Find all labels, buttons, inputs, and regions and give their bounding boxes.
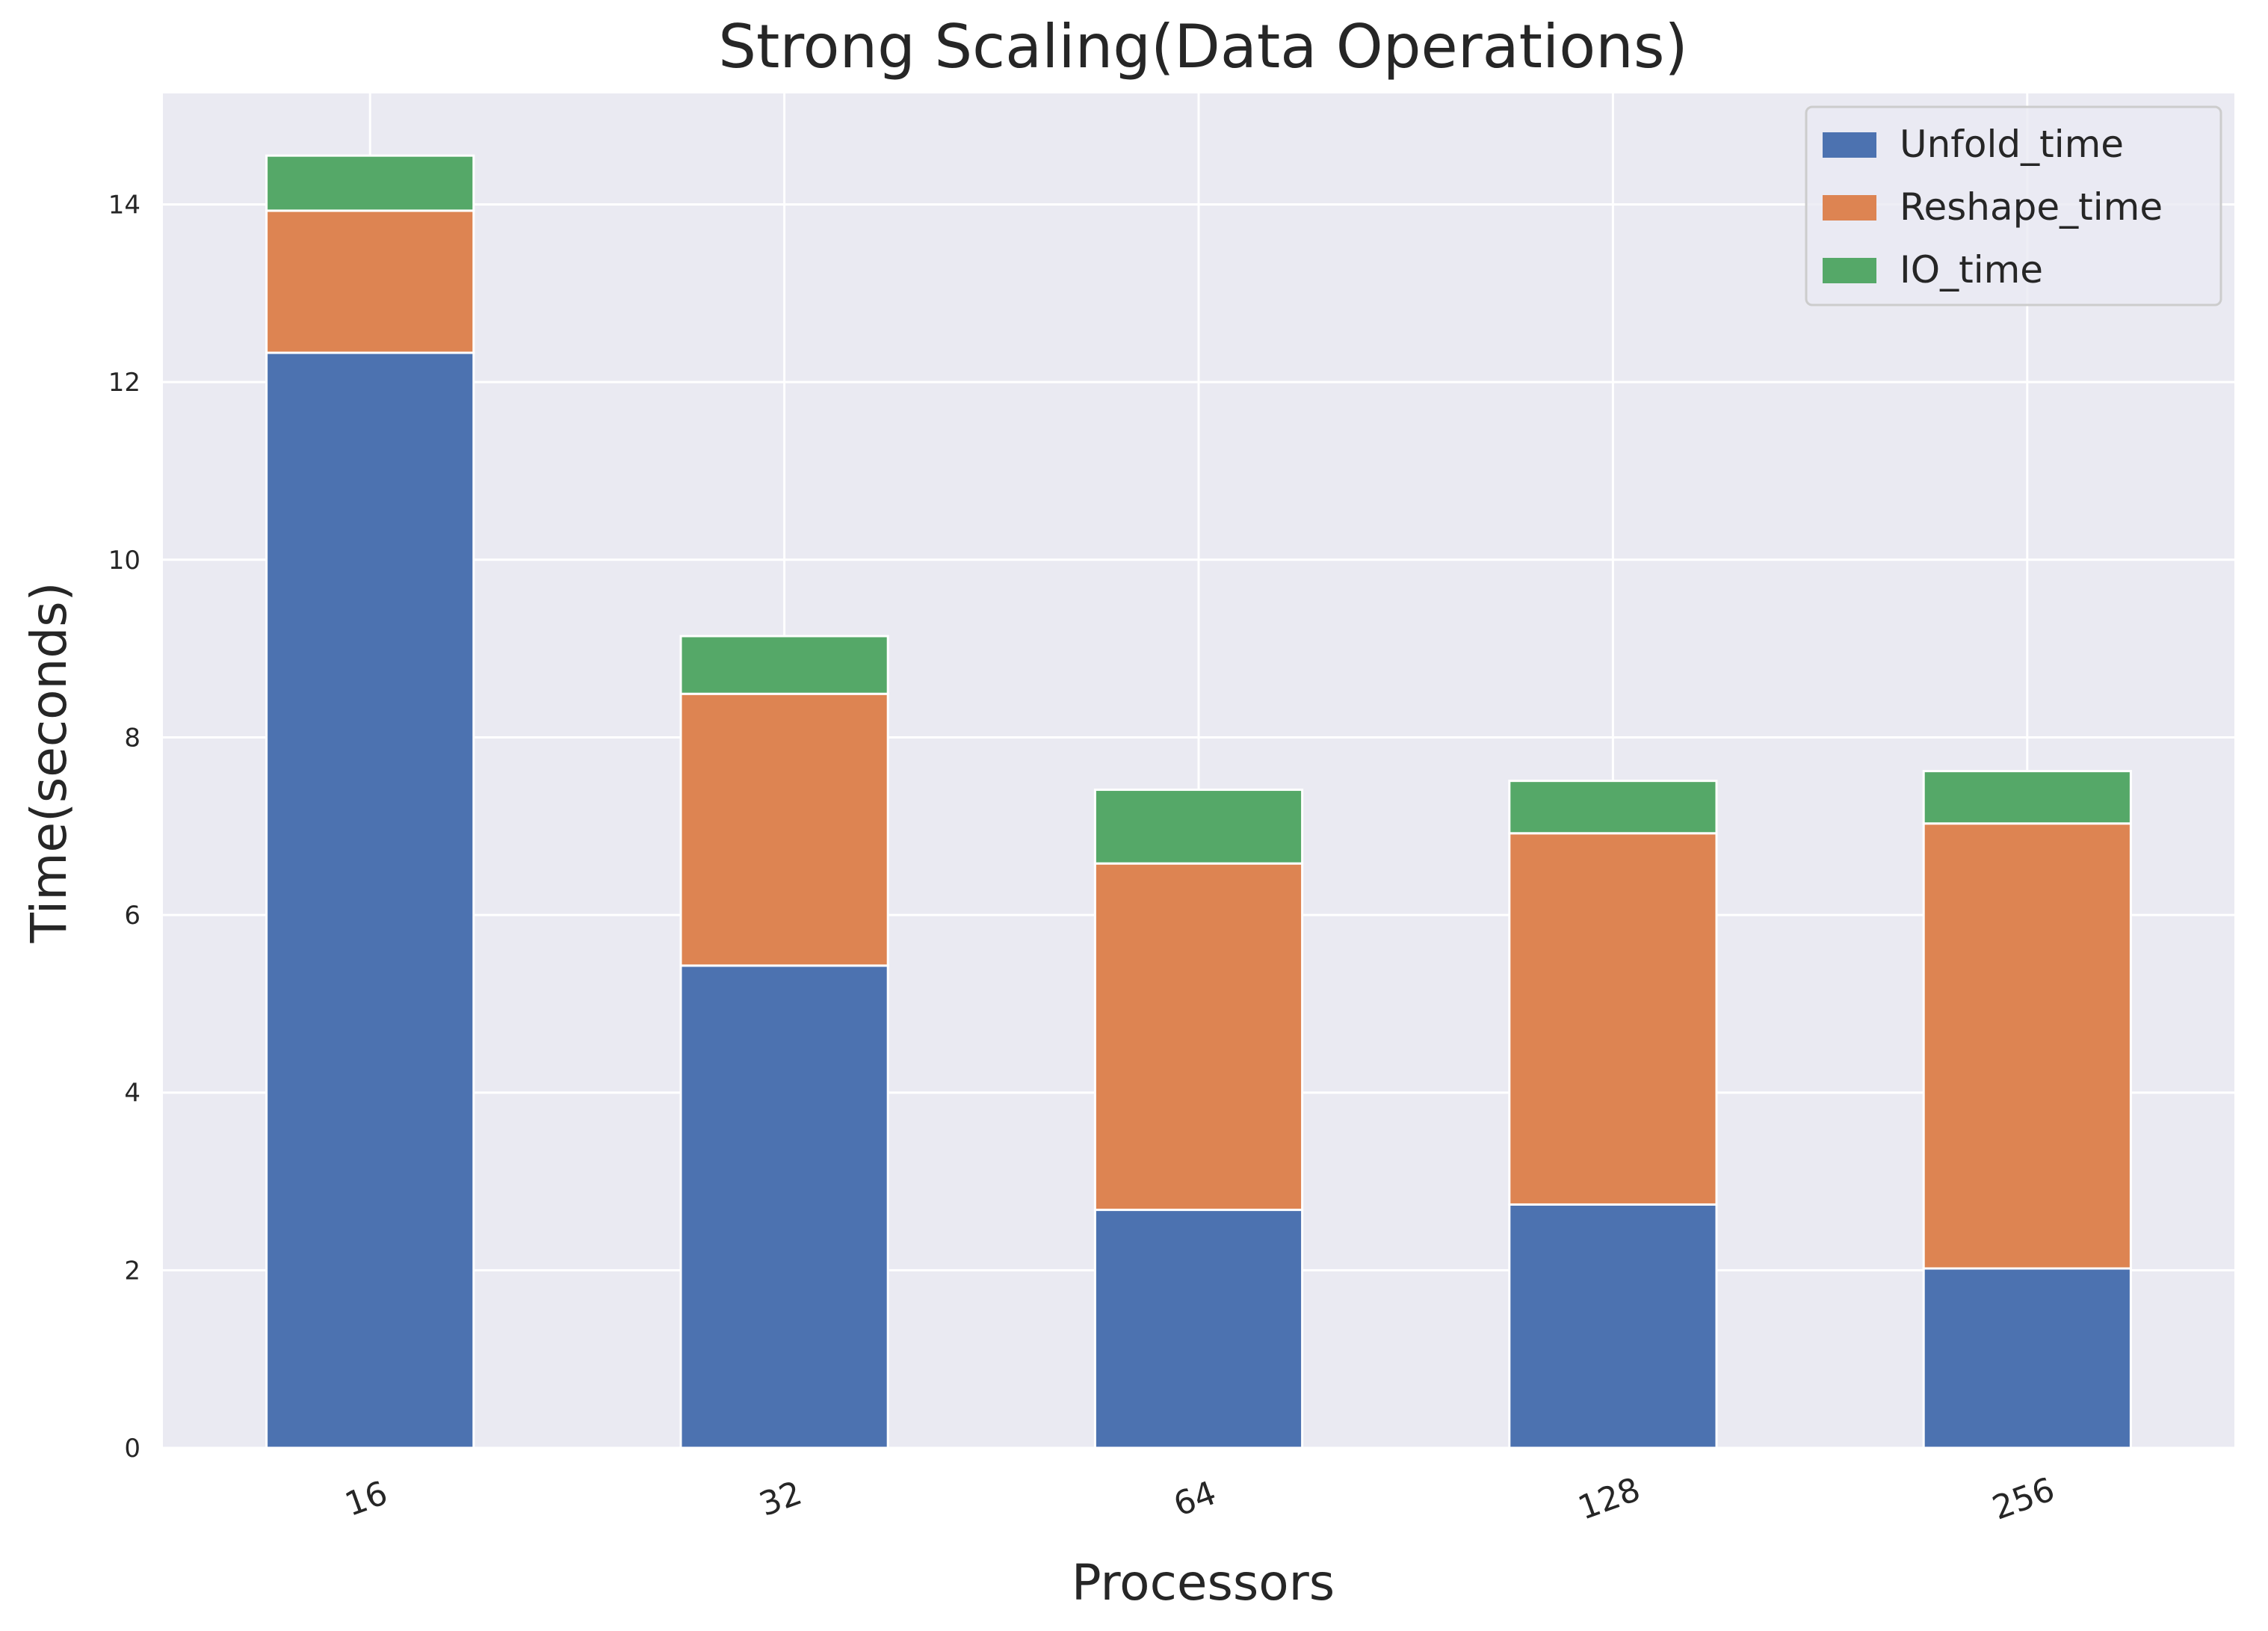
- legend-label-unfold-time: Unfold_time: [1900, 123, 2124, 166]
- bars: [265, 154, 2132, 1449]
- bar-io-time-256: [1922, 770, 2132, 825]
- bar-reshape-time-64: [1093, 862, 1304, 1212]
- bar-reshape-time-16: [265, 209, 475, 354]
- legend-label-io-time: IO_time: [1900, 248, 2043, 292]
- legend-box: [1805, 105, 2222, 306]
- y-tick-label: 4: [124, 1079, 140, 1109]
- bar-unfold-time-64: [1093, 1209, 1304, 1449]
- legend-swatch-io-time: [1823, 258, 1876, 283]
- legend-swatch-reshape-time: [1823, 195, 1876, 221]
- x-tick-label: 256: [1988, 1470, 2060, 1528]
- bar-unfold-time-128: [1508, 1203, 1718, 1449]
- bar-io-time-128: [1508, 780, 1718, 835]
- x-axis-label: Processors: [1072, 1554, 1335, 1612]
- y-tick-label: 14: [108, 191, 140, 221]
- chart-title: Strong Scaling(Data Operations): [718, 12, 1688, 81]
- x-tick-label: 64: [1169, 1474, 1221, 1524]
- legend-label-reshape-time: Reshape_time: [1900, 185, 2163, 229]
- bar-unfold-time-32: [679, 964, 889, 1449]
- y-tick-label: 8: [124, 723, 140, 753]
- y-tick-labels: 0 2 4 6 8 10 12 14: [108, 191, 140, 1464]
- x-tick-label: 32: [755, 1474, 807, 1524]
- x-tick-labels: 16 32 64 128 256: [340, 1470, 2060, 1528]
- y-axis-label: Time(seconds): [20, 582, 78, 944]
- bar-unfold-time-16: [265, 351, 475, 1449]
- bar-reshape-time-256: [1922, 822, 2132, 1270]
- legend-swatch-unfold-time: [1823, 132, 1876, 158]
- legend: Unfold_time Reshape_time IO_time: [1805, 105, 2222, 306]
- y-tick-label: 2: [124, 1256, 140, 1286]
- bar-io-time-16: [265, 154, 475, 212]
- y-tick-label: 0: [124, 1434, 140, 1464]
- bar-io-time-64: [1093, 789, 1304, 865]
- bar-reshape-time-32: [679, 692, 889, 967]
- y-tick-label: 6: [124, 901, 140, 931]
- bar-unfold-time-256: [1922, 1267, 2132, 1449]
- bar-reshape-time-128: [1508, 832, 1718, 1206]
- y-tick-label: 12: [108, 368, 140, 398]
- x-tick-label: 16: [340, 1474, 392, 1524]
- bar-io-time-32: [679, 635, 889, 695]
- y-tick-label: 10: [108, 546, 140, 576]
- x-tick-label: 128: [1573, 1470, 1645, 1528]
